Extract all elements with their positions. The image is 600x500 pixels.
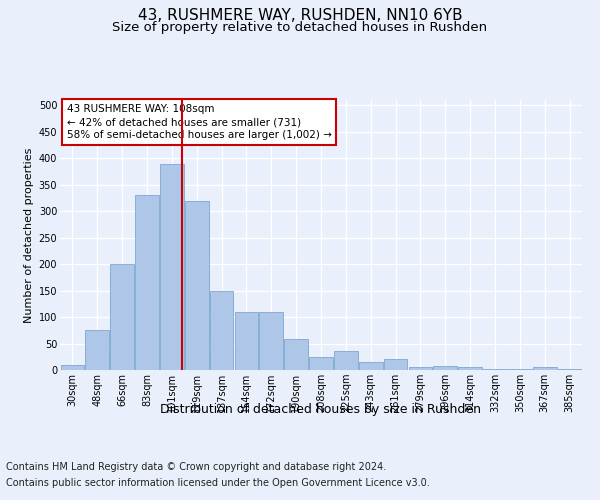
Bar [558,369,581,370]
Bar [284,340,308,370]
Bar [483,369,507,370]
Bar [533,368,557,370]
Bar [235,312,258,370]
Bar [210,290,233,370]
Bar [433,366,457,370]
Bar [185,200,209,370]
Bar [61,364,84,370]
Bar [409,367,432,370]
Text: 43 RUSHMERE WAY: 108sqm
← 42% of detached houses are smaller (731)
58% of semi-d: 43 RUSHMERE WAY: 108sqm ← 42% of detache… [67,104,332,141]
Bar [359,362,383,370]
Text: Distribution of detached houses by size in Rushden: Distribution of detached houses by size … [161,402,482,415]
Text: Contains public sector information licensed under the Open Government Licence v3: Contains public sector information licen… [6,478,430,488]
Y-axis label: Number of detached properties: Number of detached properties [25,148,34,322]
Bar [458,368,482,370]
Bar [309,357,333,370]
Bar [384,360,407,370]
Bar [85,330,109,370]
Text: 43, RUSHMERE WAY, RUSHDEN, NN10 6YB: 43, RUSHMERE WAY, RUSHDEN, NN10 6YB [137,8,463,22]
Text: Size of property relative to detached houses in Rushden: Size of property relative to detached ho… [112,21,488,34]
Bar [334,352,358,370]
Bar [160,164,184,370]
Bar [110,264,134,370]
Text: Contains HM Land Registry data © Crown copyright and database right 2024.: Contains HM Land Registry data © Crown c… [6,462,386,472]
Bar [508,369,532,370]
Bar [259,312,283,370]
Bar [135,196,159,370]
